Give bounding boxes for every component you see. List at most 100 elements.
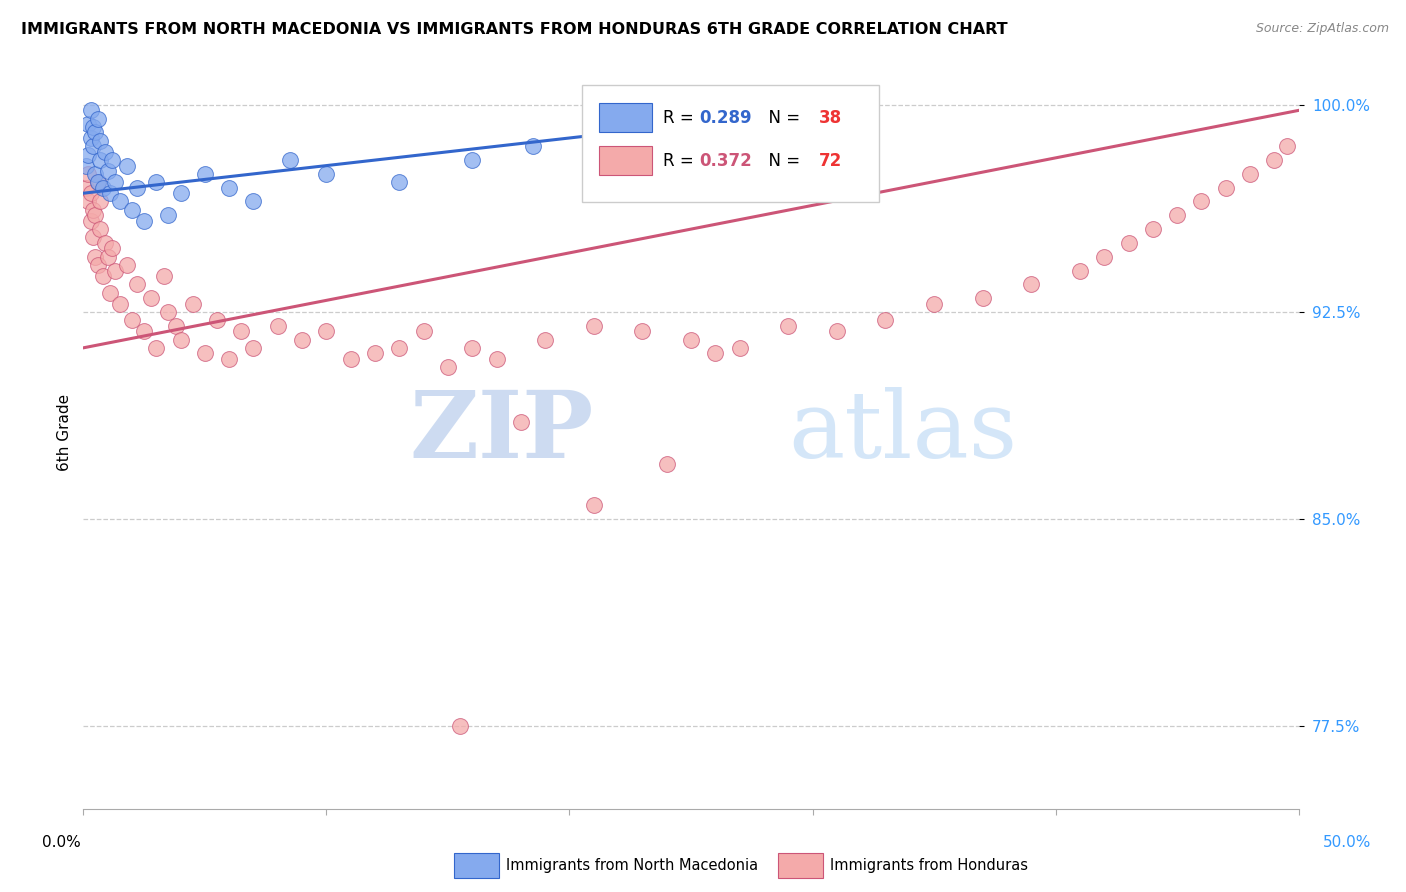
Point [679,333,702,347]
Point [339,351,361,366]
Point [388,341,411,355]
Point [87,175,110,189]
Point [278,153,301,167]
Point [315,324,337,338]
Point [972,291,994,305]
Text: R =: R = [664,109,699,127]
Point [1142,222,1164,236]
Point [145,175,167,189]
Point [108,296,131,310]
Point [875,313,897,327]
Point [157,208,180,222]
FancyBboxPatch shape [599,103,652,132]
Point [194,167,217,181]
Text: 0.372: 0.372 [700,152,752,169]
Point [789,103,811,118]
Point [291,333,314,347]
Point [79,131,101,145]
Point [1239,167,1261,181]
Point [1263,153,1285,167]
Point [84,125,107,139]
Text: 72: 72 [818,152,842,169]
FancyBboxPatch shape [582,86,879,202]
Point [101,153,124,167]
Text: Source: ZipAtlas.com: Source: ZipAtlas.com [1256,22,1389,36]
Point [79,103,101,118]
Point [655,457,678,471]
Point [461,153,484,167]
Point [121,313,143,327]
Point [104,263,127,277]
Point [75,159,97,173]
Point [194,346,217,360]
Point [461,341,484,355]
Point [728,341,751,355]
Point [1092,250,1115,264]
Point [77,147,100,161]
Point [89,134,111,148]
Point [98,186,121,201]
Point [1191,194,1213,209]
Point [242,194,264,209]
Point [1215,180,1237,194]
Point [87,175,110,189]
Point [778,318,800,333]
Point [97,250,120,264]
Point [388,175,411,189]
Point [141,291,163,305]
Point [157,305,180,319]
Point [77,167,100,181]
Text: R =: R = [664,152,699,169]
Point [485,351,508,366]
Point [169,333,191,347]
Text: 50.0%: 50.0% [1323,836,1371,850]
Point [101,242,124,256]
Point [1275,139,1298,153]
Point [82,139,104,153]
Point [1118,235,1140,250]
Point [89,153,111,167]
Point [437,360,460,375]
Point [132,214,155,228]
Text: Immigrants from North Macedonia: Immigrants from North Macedonia [506,858,758,872]
Point [121,202,143,217]
Text: Immigrants from Honduras: Immigrants from Honduras [830,858,1028,872]
Point [231,324,253,338]
Point [205,313,228,327]
Point [84,208,107,222]
Text: N =: N = [758,152,806,169]
Text: IMMIGRANTS FROM NORTH MACEDONIA VS IMMIGRANTS FROM HONDURAS 6TH GRADE CORRELATIO: IMMIGRANTS FROM NORTH MACEDONIA VS IMMIG… [21,22,1008,37]
Point [84,250,107,264]
Point [77,194,100,209]
Point [582,498,605,512]
Point [315,167,337,181]
Point [704,120,727,134]
Text: ZIP: ZIP [409,387,593,477]
Point [97,164,120,178]
Point [89,194,111,209]
Point [218,180,240,194]
Point [509,416,531,430]
Point [75,180,97,194]
Point [242,341,264,355]
Point [87,112,110,126]
Text: 38: 38 [818,109,842,127]
Point [1021,277,1043,292]
Point [631,324,654,338]
Point [704,346,727,360]
Point [1166,208,1188,222]
Point [79,186,101,201]
Point [77,117,100,131]
Point [79,214,101,228]
Point [82,120,104,134]
Text: 0.0%: 0.0% [42,836,82,850]
Point [582,318,605,333]
Point [115,159,138,173]
Point [1069,263,1091,277]
FancyBboxPatch shape [599,146,652,175]
Point [449,719,471,733]
Point [84,167,107,181]
Point [412,324,434,338]
Point [165,318,187,333]
Point [582,131,605,145]
